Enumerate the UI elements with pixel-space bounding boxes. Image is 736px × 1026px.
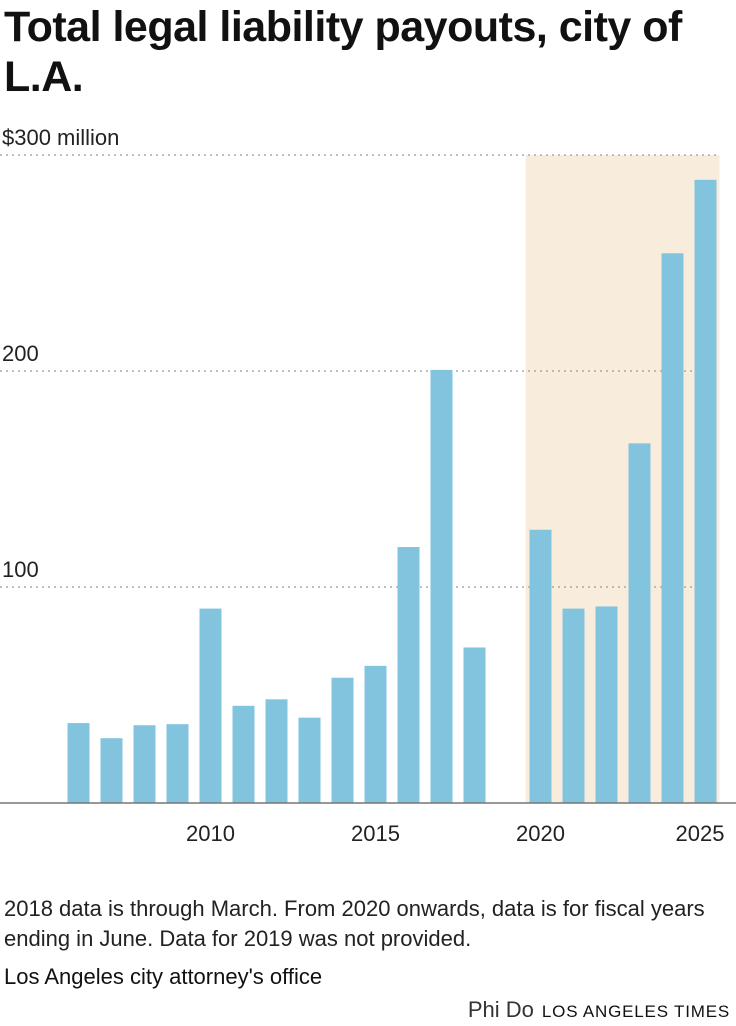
- y-tick-label-100: 100: [2, 557, 39, 582]
- y-tick-label-300: $300 million: [2, 125, 119, 150]
- bar-chart: 100 200 $300 million 2010 2015 2020 2025: [0, 125, 736, 846]
- bar-2012: [265, 699, 288, 803]
- bar-2011: [232, 705, 255, 803]
- bar-2016: [397, 547, 420, 803]
- author-credit: Phi Do: [467, 997, 534, 1022]
- chart-note: 2018 data is through March. From 2020 on…: [4, 896, 705, 951]
- bar-2018: [463, 647, 486, 803]
- x-tick-label-2015: 2015: [351, 821, 400, 846]
- y-tick-label-200: 200: [2, 341, 39, 366]
- bar-2023: [628, 443, 651, 803]
- chart-title: Total legal liability payouts, city of L…: [4, 3, 682, 101]
- bar-2008: [133, 725, 156, 803]
- x-tick-label-2020: 2020: [516, 821, 565, 846]
- x-tick-label-2010: 2010: [186, 821, 235, 846]
- bar-2007: [100, 738, 123, 803]
- bar-2015: [364, 665, 387, 803]
- bar-2020: [529, 529, 552, 803]
- bar-2014: [331, 677, 354, 803]
- chart-credit: Phi Do LOS ANGELES TIMES: [468, 996, 730, 1026]
- bar-2017: [430, 369, 453, 803]
- bar-2006: [67, 723, 90, 803]
- highlight-region: [525, 155, 720, 803]
- bar-2022: [595, 606, 618, 803]
- bar-2021: [562, 608, 585, 803]
- bar-2010: [199, 608, 222, 803]
- bar-2025: [694, 179, 717, 804]
- bar-2013: [298, 717, 321, 803]
- outlet-credit: LOS ANGELES TIMES: [541, 1002, 730, 1021]
- bar-2024: [661, 253, 684, 803]
- bar-2009: [166, 724, 189, 803]
- chart-source: Los Angeles city attorney's office: [4, 964, 323, 989]
- x-tick-label-2025: 2025: [676, 821, 725, 846]
